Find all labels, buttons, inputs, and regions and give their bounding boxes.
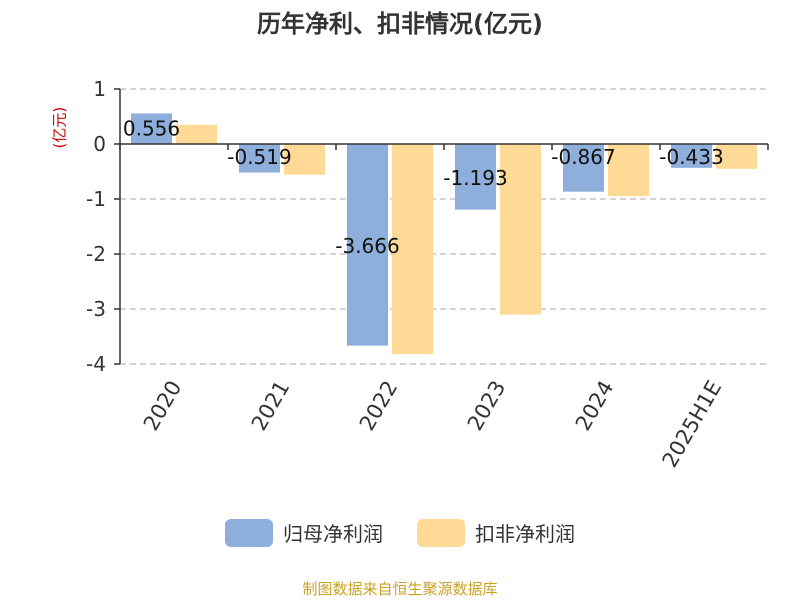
x-tick-label-2025H1E: 2025H1E: [658, 377, 727, 472]
x-tick-label-2022: 2022: [355, 377, 403, 435]
legend-label-series-1: 扣非净利润: [475, 522, 575, 546]
bar-2023-series-0: [455, 144, 496, 210]
legend: 归母净利润 扣非净利润: [0, 518, 800, 547]
data-source-note: 制图数据来自恒生聚源数据库: [302, 580, 498, 598]
bar-2022-series-0: [347, 144, 388, 346]
x-tick-label-2024: 2024: [571, 377, 619, 435]
bar-2024-series-1: [608, 144, 649, 197]
y-tick-label-4: -3: [86, 297, 106, 321]
data-label-2024: -0.867: [551, 145, 615, 169]
bar-2022-series-1: [392, 144, 433, 355]
x-tick-label-2020: 2020: [139, 377, 187, 435]
data-label-2021: -0.519: [227, 145, 291, 169]
data-label-2023: -1.193: [443, 166, 507, 190]
y-tick-label-0: 1: [93, 77, 106, 101]
data-label-2025H1E: -0.433: [659, 145, 723, 169]
bar-2020-series-0: [131, 113, 172, 144]
bar-2023-series-1: [500, 144, 541, 315]
y-tick-label-1: 0: [93, 132, 106, 156]
bar-2024-series-0: [563, 144, 604, 192]
legend-label-series-0: 归母净利润: [283, 522, 383, 546]
bar-2025H1E-series-1: [716, 144, 757, 169]
y-tick-label-2: -1: [86, 187, 106, 211]
chart-title: 历年净利、扣非情况(亿元): [257, 10, 543, 38]
data-label-2020: 0.556: [123, 116, 180, 140]
y-tick-label-5: -4: [86, 352, 106, 376]
data-label-2022: -3.666: [335, 234, 399, 258]
x-tick-label-2021: 2021: [247, 377, 295, 435]
x-tick-label-2023: 2023: [463, 377, 511, 435]
bar-2025H1E-series-0: [671, 144, 712, 168]
legend-swatch-series-0: [225, 518, 273, 547]
bar-2021-series-1: [284, 144, 325, 175]
legend-swatch-series-1: [417, 518, 465, 547]
bar-2020-series-1: [176, 124, 217, 144]
bar-2021-series-0: [239, 144, 280, 173]
y-tick-label-3: -2: [86, 242, 106, 266]
legend-item-series-0[interactable]: 归母净利润: [225, 518, 383, 547]
legend-item-series-1[interactable]: 扣非净利润: [417, 518, 575, 547]
